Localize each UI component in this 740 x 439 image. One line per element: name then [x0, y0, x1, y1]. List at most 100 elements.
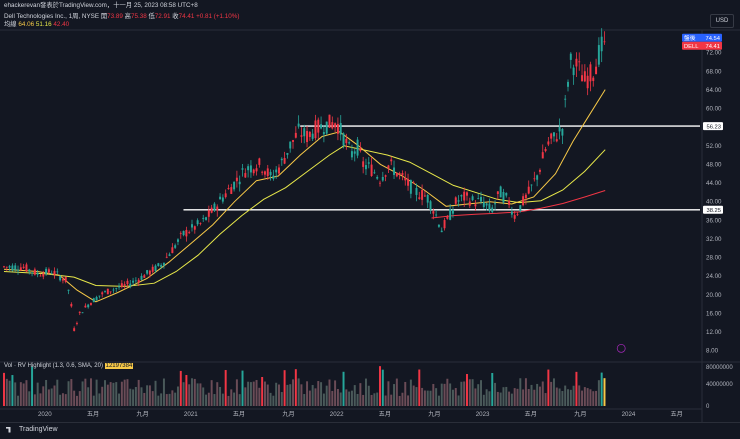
candle-body — [59, 276, 62, 281]
volume-bar — [597, 380, 600, 406]
currency-button[interactable]: USD — [710, 14, 734, 28]
candle-body — [19, 267, 22, 271]
candle-body — [39, 275, 42, 277]
candle-body — [3, 266, 5, 268]
candle-body — [193, 226, 196, 230]
candle-body — [45, 268, 48, 274]
volume-bar — [278, 384, 280, 406]
volume-bar — [364, 378, 367, 406]
footer-bar: TradingView — [0, 422, 740, 439]
y-tick-label: 28.00 — [706, 255, 722, 262]
candle-body — [109, 291, 112, 293]
volume-bar — [210, 380, 213, 406]
volume-bar — [17, 395, 20, 406]
volume-bar — [583, 387, 586, 406]
volume-bar — [533, 389, 536, 406]
candle-body — [440, 230, 443, 233]
volume-bar — [435, 388, 438, 406]
candle-body — [98, 295, 101, 297]
tradingview-logo-icon — [6, 426, 11, 433]
y-tick-label: 36.00 — [706, 217, 722, 224]
volume-bar — [381, 369, 384, 406]
candle-body — [157, 263, 160, 267]
candle-body — [308, 131, 311, 137]
candle-body — [61, 279, 64, 281]
candle-body — [407, 178, 410, 186]
volume-bar — [73, 390, 76, 406]
price-tag-value: 74.41 — [705, 44, 720, 50]
volume-bar — [280, 392, 283, 406]
candle-body — [390, 159, 393, 162]
volume-bar — [600, 372, 603, 406]
volume-bar — [524, 378, 527, 406]
volume-bar — [589, 389, 592, 406]
y-tick-label: 40.00 — [706, 199, 722, 206]
volume-bar — [356, 393, 359, 406]
symbol-name[interactable]: Dell Technologies Inc., 1周, NYSE — [4, 13, 100, 20]
candle-body — [36, 273, 39, 275]
volume-bar — [168, 393, 171, 406]
volume-bar — [227, 395, 230, 406]
volume-bar — [306, 381, 309, 406]
candle-body — [364, 165, 367, 170]
volume-bar — [182, 382, 185, 406]
candle-body — [564, 98, 567, 100]
candle-body — [84, 305, 87, 308]
candle-body — [409, 180, 412, 194]
candle-body — [519, 205, 522, 212]
y-tick-label: 12.00 — [706, 329, 722, 336]
price-tag-label: 盤後 — [684, 34, 696, 42]
candle-body — [75, 323, 78, 324]
candle-body — [395, 172, 398, 177]
volume-bar — [586, 388, 589, 406]
y-tick-label: 68.00 — [706, 68, 722, 75]
candle-body — [14, 265, 17, 270]
y-tick-label: 16.00 — [706, 310, 722, 317]
candle-body — [283, 157, 286, 164]
ma-slow-line — [431, 190, 606, 219]
candle-body — [174, 245, 177, 248]
ma-legend[interactable]: 均線 64.06 51.16 42.40 — [4, 21, 69, 29]
volume-bar — [437, 395, 440, 406]
y-tick-label: 64.00 — [706, 87, 722, 94]
volume-bar — [578, 385, 581, 406]
volume-bar — [423, 390, 426, 406]
volume-bar — [196, 383, 199, 406]
tradingview-logo[interactable]: TradingView — [6, 426, 58, 433]
candle-body — [202, 217, 205, 219]
price-tag-bg — [682, 33, 722, 42]
volume-bar — [575, 371, 578, 406]
volume-bar — [418, 369, 421, 406]
volume-bar — [28, 391, 31, 406]
candle-body — [165, 256, 168, 258]
volume-tick-label: 80000000 — [706, 365, 733, 371]
volume-bar — [440, 383, 443, 406]
open-label: 開 — [100, 13, 108, 20]
volume-bar — [331, 390, 334, 406]
candle-body — [137, 279, 140, 283]
volume-bar — [412, 385, 415, 406]
candle-body — [56, 271, 59, 273]
candle-body — [70, 303, 73, 307]
candle-body — [132, 280, 135, 283]
candle-body — [401, 173, 404, 176]
volume-bar — [317, 381, 320, 406]
volume-legend[interactable]: Vol · RV Highlight (1.3, 0.6, SMA, 20) 1… — [4, 363, 134, 369]
volume-bar — [244, 387, 247, 406]
volume-bar — [272, 395, 275, 406]
candle-body — [350, 151, 353, 158]
volume-bar — [42, 386, 45, 406]
candle-body — [266, 168, 269, 176]
ma-slow-value: 42.40 — [53, 21, 70, 28]
candle-body — [510, 211, 513, 215]
candle-body — [589, 64, 592, 82]
candle-body — [328, 114, 331, 128]
candle-body — [171, 247, 174, 254]
candle-body — [241, 168, 244, 170]
volume-bar — [477, 384, 480, 406]
volume-bar — [266, 384, 269, 406]
volume-bar — [98, 393, 101, 406]
price-tag-bg — [703, 205, 723, 214]
volume-bar — [160, 393, 163, 406]
